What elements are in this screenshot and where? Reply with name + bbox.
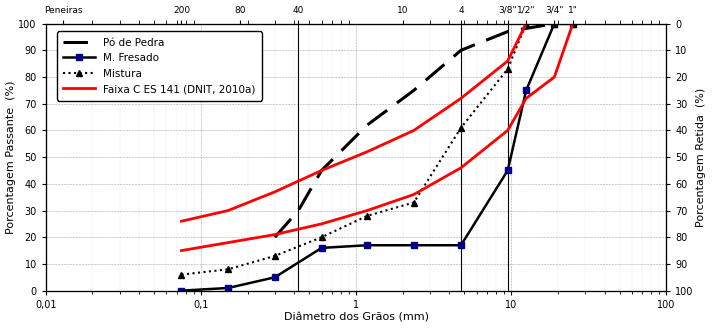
Faixa C ES 141 (DNIT, 2010a) — [503, 59, 512, 63]
M. Fresado — [550, 22, 559, 26]
Faixa C ES 141 (DNIT, 2010a) — [522, 22, 530, 26]
M. Fresado — [363, 243, 372, 247]
Pó de Pedra — [363, 123, 372, 127]
M. Fresado — [456, 243, 465, 247]
Pó de Pedra — [409, 88, 418, 92]
Mistura — [503, 67, 512, 71]
Line: Mistura: Mistura — [179, 21, 575, 277]
Mistura — [224, 267, 232, 271]
Line: Faixa C ES 141 (DNIT, 2010a): Faixa C ES 141 (DNIT, 2010a) — [182, 24, 573, 221]
Faixa C ES 141 (DNIT, 2010a) — [409, 129, 418, 133]
Line: M. Fresado: M. Fresado — [178, 20, 576, 294]
Pó de Pedra — [271, 235, 279, 239]
Faixa C ES 141 (DNIT, 2010a) — [177, 219, 186, 223]
Mistura — [550, 22, 559, 26]
Faixa C ES 141 (DNIT, 2010a) — [224, 209, 232, 213]
Y-axis label: Porcentagem Passante  (%): Porcentagem Passante (%) — [6, 80, 16, 234]
Pó de Pedra — [503, 30, 512, 33]
Mistura — [456, 126, 465, 130]
M. Fresado — [503, 169, 512, 173]
Mistura — [569, 22, 577, 26]
M. Fresado — [224, 286, 232, 290]
Pó de Pedra — [294, 209, 303, 213]
Mistura — [363, 214, 372, 218]
Mistura — [522, 22, 530, 26]
M. Fresado — [409, 243, 418, 247]
Faixa C ES 141 (DNIT, 2010a) — [363, 150, 372, 154]
Pó de Pedra — [569, 22, 577, 26]
Y-axis label: Porcentagem Retida  (%): Porcentagem Retida (%) — [696, 88, 706, 227]
Mistura — [409, 200, 418, 204]
Faixa C ES 141 (DNIT, 2010a) — [456, 96, 465, 100]
Pó de Pedra — [456, 48, 465, 52]
Legend: Pó de Pedra, M. Fresado, Mistura, Faixa C ES 141 (DNIT, 2010a): Pó de Pedra, M. Fresado, Mistura, Faixa … — [57, 31, 261, 100]
Mistura — [271, 254, 279, 258]
M. Fresado — [177, 289, 186, 293]
Mistura — [318, 235, 326, 239]
Pó de Pedra — [550, 22, 559, 26]
M. Fresado — [318, 246, 326, 250]
Line: Pó de Pedra: Pó de Pedra — [275, 24, 573, 237]
Faixa C ES 141 (DNIT, 2010a) — [271, 190, 279, 194]
Pó de Pedra — [318, 169, 326, 173]
M. Fresado — [569, 22, 577, 26]
Faixa C ES 141 (DNIT, 2010a) — [318, 169, 326, 173]
X-axis label: Diâmetro dos Grãos (mm): Diâmetro dos Grãos (mm) — [283, 313, 429, 322]
M. Fresado — [522, 88, 530, 92]
Faixa C ES 141 (DNIT, 2010a) — [550, 22, 559, 26]
Mistura — [177, 273, 186, 277]
M. Fresado — [271, 275, 279, 279]
Faixa C ES 141 (DNIT, 2010a) — [569, 22, 577, 26]
